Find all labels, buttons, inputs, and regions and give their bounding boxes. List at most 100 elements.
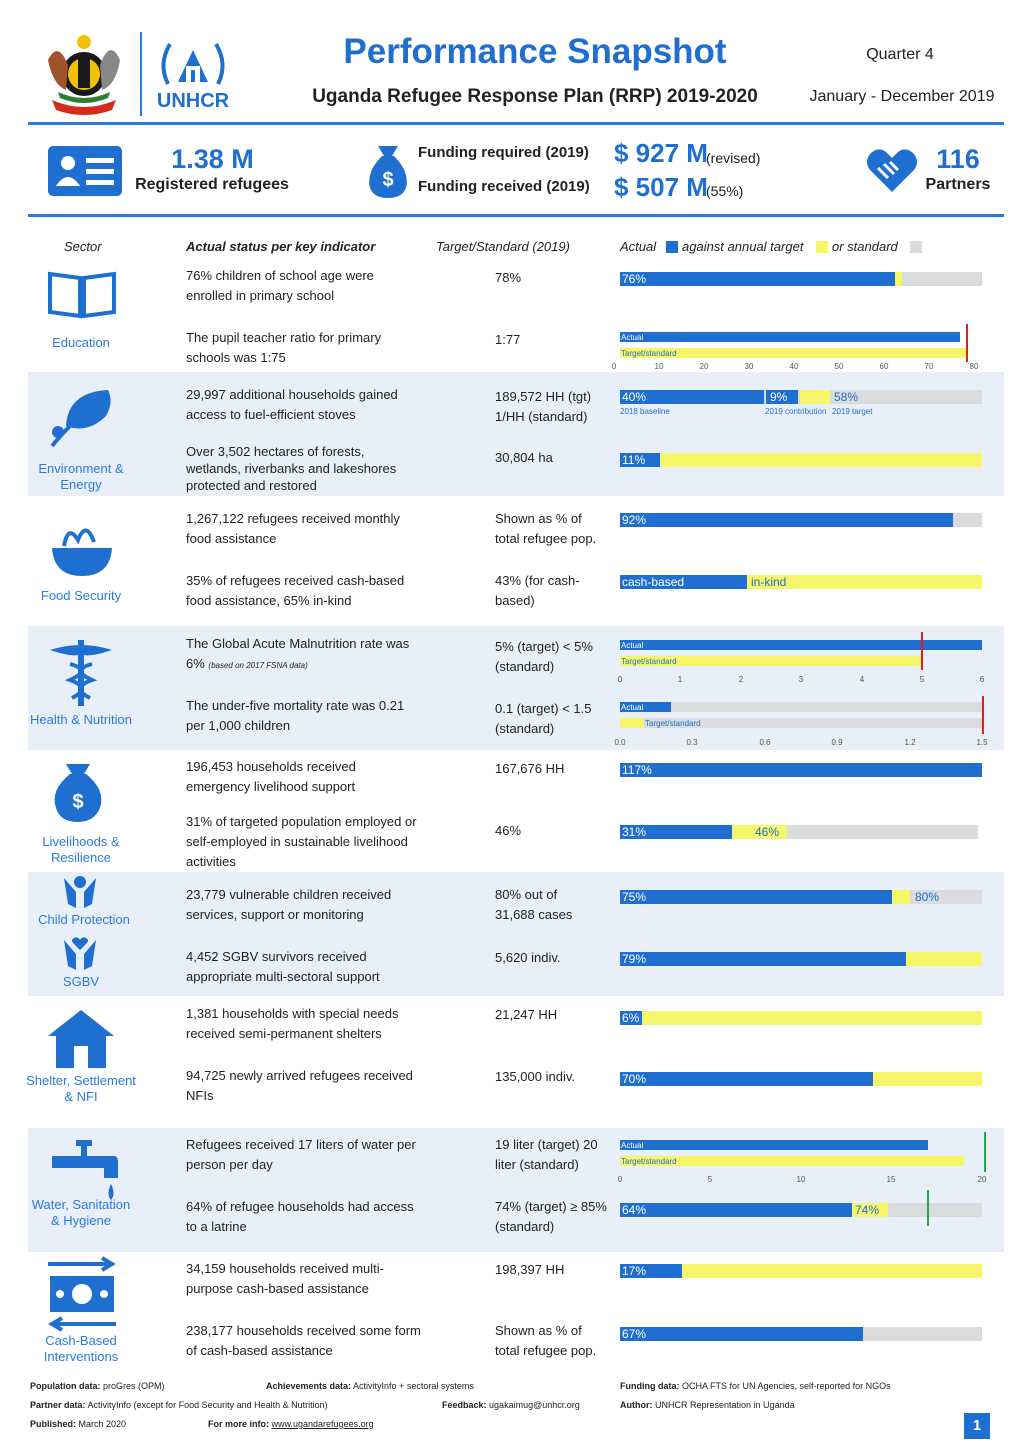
footer-more-info[interactable]: For more info: www.ugandarefugees.org <box>208 1419 374 1429</box>
baseline-sublabel: 2018 baseline <box>620 407 670 416</box>
actual-bar <box>620 1203 852 1217</box>
col-indicator: Actual status per key indicator <box>186 239 376 254</box>
target-text: 167,676 HH <box>495 761 565 776</box>
actual-bar <box>620 453 660 467</box>
axis-tick: 1 <box>677 675 683 684</box>
target-bar <box>620 1156 964 1166</box>
axis-tick: 30 <box>744 362 754 371</box>
book-icon <box>46 268 118 320</box>
bar-label: 79% <box>622 952 647 966</box>
axis-tick: 5 <box>919 675 925 684</box>
stats-rule <box>28 214 1004 217</box>
leaf-icon <box>48 386 114 452</box>
money-bag-icon: $ <box>366 142 410 198</box>
footer-label: Author: <box>620 1400 653 1410</box>
footer-label: Feedback: <box>442 1400 487 1410</box>
target-marker <box>921 632 923 670</box>
actual-bar <box>620 952 906 966</box>
actual-bar <box>620 1264 682 1278</box>
baseline-bar <box>620 390 764 404</box>
bar-label: 75% <box>622 890 647 904</box>
more-info-link[interactable]: www.ugandarefugees.org <box>271 1419 374 1429</box>
indicator-note: (based on 2017 FSNA data) <box>208 661 308 670</box>
sector-wash: Water, Sanitation & Hygiene <box>31 1197 131 1228</box>
axis-tick: 2 <box>738 675 744 684</box>
contribution-bar <box>766 390 798 404</box>
refugees-value: 1.38 M <box>171 144 254 174</box>
target-text: 5,620 indiv. <box>495 950 561 965</box>
indicator-text: 238,177 households received some form of… <box>186 1323 421 1358</box>
funding-required-note: (revised) <box>706 150 761 166</box>
footer-value: ActivityInfo (except for Food Security a… <box>87 1400 328 1410</box>
target-bar <box>620 348 967 358</box>
axis-tick: 20 <box>699 362 709 371</box>
caduceus-icon <box>48 636 114 708</box>
indicator-text: Refugees received 17 liters of water per… <box>186 1137 416 1172</box>
axis-tick: 0 <box>617 675 623 684</box>
sector-education: Education <box>52 335 110 350</box>
bar-label: 17% <box>622 1264 647 1278</box>
funding-received-value: $ 507 M <box>614 172 708 202</box>
house-icon <box>46 1008 116 1070</box>
actual-bar <box>620 1140 928 1150</box>
axis-tick: 40 <box>789 362 799 371</box>
in-kind-label: in-kind <box>751 575 787 589</box>
axis-tick: 4 <box>859 675 865 684</box>
indicator-text: The pupil teacher ratio for primary scho… <box>186 330 382 365</box>
indicator-text: 196,453 households received emergency li… <box>186 759 356 794</box>
contribution-label: 9% <box>770 390 788 404</box>
sgbv-hands-icon <box>60 936 100 972</box>
axis-tick: 1.5 <box>976 738 988 747</box>
target-text: 43% (for cash-based) <box>495 573 580 608</box>
indicator-main: The Global Acute Malnutrition rate was 6… <box>186 636 410 671</box>
bar-label: 117% <box>622 763 652 777</box>
target-sublabel: 2019 target <box>832 407 873 416</box>
target-bar-label: 74% <box>855 1203 880 1217</box>
target-bar <box>620 1264 982 1278</box>
cash-based-label: cash-based <box>622 575 685 589</box>
axis-tick: 3 <box>798 675 804 684</box>
page-number: 1 <box>964 1413 990 1439</box>
indicator-text: 1,267,122 refugees received monthly food… <box>186 511 400 546</box>
funding-required-label: Funding required (2019) <box>418 144 589 161</box>
footer-feedback[interactable]: Feedback: ugakaimug@unhcr.org <box>442 1400 580 1410</box>
funding-received-label: Funding received (2019) <box>418 178 590 195</box>
target-text: 198,397 HH <box>495 1262 565 1277</box>
target-bar <box>620 1011 982 1025</box>
uganda-coat-of-arms-icon <box>38 30 130 120</box>
actual-bar <box>620 272 896 286</box>
actual-bar <box>620 513 954 527</box>
legend-target: against annual target <box>682 239 804 254</box>
money-bag-hand-icon: $ <box>50 760 116 828</box>
funding-required-value: $ 927 M <box>614 138 708 168</box>
axis-tick: 0.0 <box>614 738 626 747</box>
footer-funding: Funding data: OCHA FTS for UN Agencies, … <box>620 1381 891 1391</box>
cash-transfer-icon <box>44 1256 120 1336</box>
indicator-text: 34,159 households received multi-purpose… <box>186 1261 385 1296</box>
feedback-email-link[interactable]: ugakaimug@unhcr.org <box>489 1400 580 1410</box>
target-text: 0.1 (target) < 1.5 (standard) <box>495 701 592 736</box>
footer-label: Partner data: <box>30 1400 86 1410</box>
footer-value: proGres (OPM) <box>103 1381 165 1391</box>
target-bar-label: 80% <box>915 890 940 904</box>
standard-marker <box>927 1190 929 1226</box>
actual-bar <box>620 890 892 904</box>
actual-bar-label: Actual <box>621 333 644 342</box>
footer-value: March 2020 <box>78 1419 127 1429</box>
target-text: 78% <box>495 270 522 285</box>
target-text: 30,804 ha <box>495 450 553 465</box>
indicator-text: 76% children of school age were enrolled… <box>186 268 374 303</box>
bar-label: 92% <box>622 513 647 527</box>
page-title: Performance Snapshot <box>343 32 727 71</box>
axis-tick: 70 <box>924 362 934 371</box>
actual-bar <box>620 1011 642 1025</box>
partners-value: 116 <box>936 144 980 174</box>
child-hands-icon <box>60 874 100 910</box>
axis-tick: 15 <box>886 1175 896 1184</box>
refugee-card-icon <box>48 146 122 196</box>
bar-track <box>620 702 982 712</box>
sector-environment: Environment & Energy <box>38 461 124 492</box>
indicator-text: 4,452 SGBV survivors received appropriat… <box>186 949 380 984</box>
water-tap-icon <box>50 1138 120 1208</box>
unhcr-logo-text: UNHCR <box>156 90 230 112</box>
